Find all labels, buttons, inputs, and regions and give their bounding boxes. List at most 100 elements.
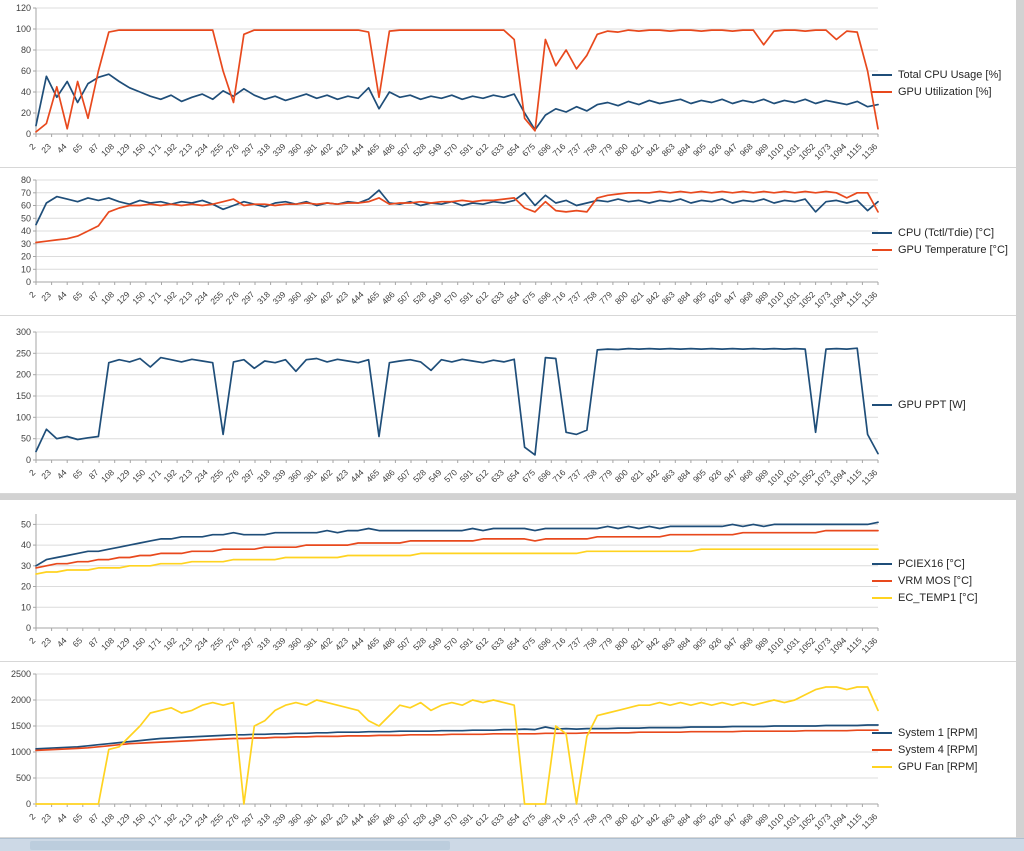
svg-text:192: 192 — [161, 811, 178, 828]
svg-text:192: 192 — [161, 141, 178, 158]
svg-text:318: 318 — [255, 467, 272, 484]
legend-label: System 4 [RPM] — [898, 743, 978, 756]
svg-text:276: 276 — [224, 635, 241, 652]
legend-item-vrm-mos[interactable]: VRM MOS [°C] — [872, 575, 1012, 587]
horizontal-scrollbar[interactable] — [0, 838, 1024, 851]
svg-text:234: 234 — [193, 467, 210, 484]
svg-text:926: 926 — [706, 141, 723, 158]
svg-text:171: 171 — [146, 635, 163, 652]
svg-text:486: 486 — [380, 141, 397, 158]
svg-text:44: 44 — [55, 635, 69, 649]
svg-text:200: 200 — [16, 370, 31, 380]
svg-text:213: 213 — [177, 467, 194, 484]
fan-speed-chart-legend: System 1 [RPM] System 4 [RPM] GPU Fan [R… — [872, 662, 1012, 837]
legend-label: EC_TEMP1 [°C] — [898, 591, 978, 604]
svg-text:1115: 1115 — [844, 635, 864, 655]
svg-text:2: 2 — [27, 635, 38, 646]
svg-text:213: 213 — [177, 289, 194, 306]
legend-item-gpu-utilization[interactable]: GPU Utilization [%] — [872, 86, 1012, 98]
svg-text:528: 528 — [411, 811, 428, 828]
svg-text:65: 65 — [70, 467, 84, 481]
svg-text:234: 234 — [193, 811, 210, 828]
svg-text:591: 591 — [458, 467, 475, 484]
legend-item-gpu-fan[interactable]: GPU Fan [RPM] — [872, 761, 1012, 773]
series-line-swatch — [872, 765, 892, 768]
svg-text:779: 779 — [597, 811, 614, 828]
svg-text:1115: 1115 — [844, 289, 864, 309]
svg-text:23: 23 — [39, 635, 53, 649]
svg-text:863: 863 — [660, 635, 677, 652]
svg-text:40: 40 — [21, 87, 31, 97]
svg-text:2: 2 — [27, 467, 38, 478]
svg-text:234: 234 — [193, 289, 210, 306]
svg-text:549: 549 — [426, 811, 443, 828]
legend-item-gpu-temperature[interactable]: GPU Temperature [°C] — [872, 244, 1012, 256]
svg-text:318: 318 — [255, 289, 272, 306]
legend-item-gpu-ppt[interactable]: GPU PPT [W] — [872, 399, 1012, 411]
svg-text:968: 968 — [738, 811, 755, 828]
svg-text:2: 2 — [27, 141, 38, 152]
legend-item-system-4-fan[interactable]: System 4 [RPM] — [872, 744, 1012, 756]
gpu-ppt-chart-legend: GPU PPT [W] — [872, 316, 1012, 493]
series-line-swatch — [872, 232, 892, 234]
svg-text:654: 654 — [504, 141, 521, 158]
svg-text:737: 737 — [566, 811, 583, 828]
svg-text:591: 591 — [458, 289, 475, 306]
legend-label: VRM MOS [°C] — [898, 574, 973, 587]
legend-item-total-cpu-usage[interactable]: Total CPU Usage [%] — [872, 69, 1012, 81]
svg-text:716: 716 — [550, 141, 567, 158]
svg-text:444: 444 — [349, 467, 366, 484]
legend-item-system-1-fan[interactable]: System 1 [RPM] — [872, 727, 1012, 739]
svg-text:528: 528 — [411, 141, 428, 158]
svg-text:821: 821 — [628, 467, 645, 484]
svg-text:570: 570 — [442, 811, 459, 828]
svg-text:150: 150 — [130, 289, 147, 306]
svg-text:339: 339 — [271, 467, 288, 484]
svg-text:696: 696 — [536, 467, 553, 484]
svg-text:297: 297 — [239, 467, 256, 484]
svg-text:905: 905 — [691, 635, 708, 652]
usage-chart-legend: Total CPU Usage [%] GPU Utilization [%] — [872, 0, 1012, 167]
legend-item-pciex16[interactable]: PCIEX16 [°C] — [872, 558, 1012, 570]
scrollbar-thumb[interactable] — [30, 841, 450, 850]
svg-text:947: 947 — [722, 635, 739, 652]
svg-text:50: 50 — [21, 519, 31, 529]
legend-item-ec-temp1[interactable]: EC_TEMP1 [°C] — [872, 592, 1012, 604]
board-temperature-chart-legend: PCIEX16 [°C] VRM MOS [°C] EC_TEMP1 [°C] — [872, 500, 1012, 661]
svg-text:926: 926 — [706, 467, 723, 484]
svg-text:612: 612 — [473, 467, 490, 484]
legend-label: System 1 [RPM] — [898, 726, 978, 739]
series-line-swatch — [872, 596, 892, 599]
svg-text:381: 381 — [302, 635, 319, 652]
svg-text:905: 905 — [691, 289, 708, 306]
svg-text:0: 0 — [26, 623, 31, 633]
svg-text:570: 570 — [442, 289, 459, 306]
svg-text:423: 423 — [333, 635, 350, 652]
svg-text:0: 0 — [26, 277, 31, 287]
svg-text:108: 108 — [99, 141, 116, 158]
svg-text:65: 65 — [70, 635, 84, 649]
svg-text:863: 863 — [660, 467, 677, 484]
svg-text:360: 360 — [286, 635, 303, 652]
svg-text:60: 60 — [21, 66, 31, 76]
svg-text:318: 318 — [255, 141, 272, 158]
svg-text:2: 2 — [27, 289, 38, 300]
svg-text:905: 905 — [691, 467, 708, 484]
svg-text:800: 800 — [613, 811, 630, 828]
svg-text:863: 863 — [660, 289, 677, 306]
legend-item-cpu-temperature[interactable]: CPU (Tctl/Tdie) [°C] — [872, 227, 1012, 239]
svg-text:800: 800 — [613, 635, 630, 652]
svg-text:339: 339 — [271, 289, 288, 306]
legend-label: PCIEX16 [°C] — [898, 557, 965, 570]
chart-group-divider — [0, 494, 1016, 500]
svg-text:905: 905 — [691, 141, 708, 158]
svg-text:821: 821 — [628, 811, 645, 828]
chart-row-board-temperatures: 0 10 20 30 40 50 2 23 44 65 87 108 129 150 171 192 213 23… — [0, 500, 1016, 662]
svg-text:549: 549 — [426, 289, 443, 306]
svg-text:758: 758 — [582, 811, 599, 828]
